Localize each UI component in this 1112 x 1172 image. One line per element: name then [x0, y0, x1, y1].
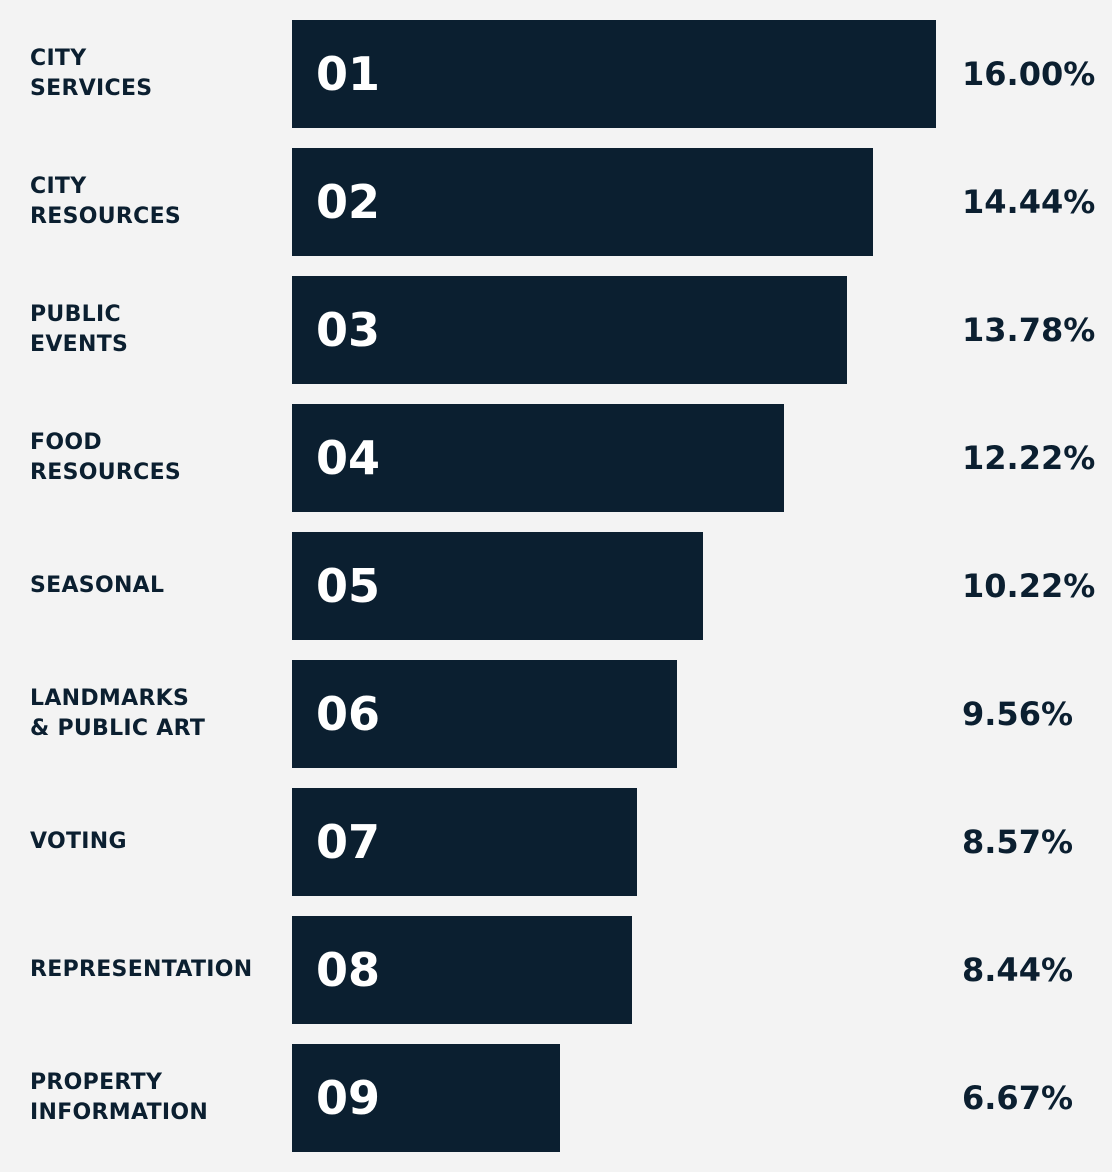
category-label: CITY SERVICES — [30, 20, 280, 128]
value-label: 10.22% — [962, 567, 1096, 605]
chart-row: FOOD RESOURCES 04 12.22% — [0, 404, 1112, 512]
category-label-line: CITY — [30, 46, 87, 71]
chart-row: CITY RESOURCES 02 14.44% — [0, 148, 1112, 256]
category-label-line: VOTING — [30, 829, 127, 854]
chart-row: VOTING 07 8.57% — [0, 788, 1112, 896]
category-label: FOOD RESOURCES — [30, 404, 280, 512]
category-label-line: SEASONAL — [30, 573, 165, 598]
category-label-line: PROPERTY — [30, 1070, 163, 1095]
value-label: 14.44% — [962, 183, 1096, 221]
category-label-line: INFORMATION — [30, 1100, 209, 1125]
category-label: REPRESENTATION — [30, 916, 280, 1024]
chart-row: SEASONAL 05 10.22% — [0, 532, 1112, 640]
value-label: 6.67% — [962, 1079, 1074, 1117]
bar-rank-label: 09 — [316, 1071, 381, 1125]
category-label-line: PUBLIC — [30, 302, 121, 327]
bar-rank-label: 03 — [316, 303, 381, 357]
bar: 05 — [292, 532, 703, 640]
value-label: 8.57% — [962, 823, 1074, 861]
chart-row: CITY SERVICES 01 16.00% — [0, 20, 1112, 128]
bar: 06 — [292, 660, 677, 768]
category-label-line: CITY — [30, 174, 87, 199]
category-label-line: RESOURCES — [30, 460, 182, 485]
value-label: 12.22% — [962, 439, 1096, 477]
bar-rank-label: 06 — [316, 687, 381, 741]
bar: 01 — [292, 20, 936, 128]
category-label-line: EVENTS — [30, 332, 129, 357]
category-label: CITY RESOURCES — [30, 148, 280, 256]
bar-rank-label: 05 — [316, 559, 381, 613]
chart-row: PROPERTY INFORMATION 09 6.67% — [0, 1044, 1112, 1152]
bar-rank-label: 08 — [316, 943, 381, 997]
bar: 02 — [292, 148, 873, 256]
value-label: 8.44% — [962, 951, 1074, 989]
category-label: PUBLIC EVENTS — [30, 276, 280, 384]
category-label-line: LANDMARKS — [30, 686, 190, 711]
bar: 04 — [292, 404, 784, 512]
value-label: 16.00% — [962, 55, 1096, 93]
category-label: PROPERTY INFORMATION — [30, 1044, 280, 1152]
category-label: VOTING — [30, 788, 280, 896]
category-label-line: REPRESENTATION — [30, 957, 253, 982]
bar-rank-label: 02 — [316, 175, 381, 229]
value-label: 13.78% — [962, 311, 1096, 349]
value-label: 9.56% — [962, 695, 1074, 733]
category-label-line: FOOD — [30, 430, 102, 455]
category-label-line: SERVICES — [30, 76, 153, 101]
bar: 09 — [292, 1044, 560, 1152]
chart-row: REPRESENTATION 08 8.44% — [0, 916, 1112, 1024]
chart-row: LANDMARKS & PUBLIC ART 06 9.56% — [0, 660, 1112, 768]
bar-rank-label: 07 — [316, 815, 381, 869]
bar-rank-label: 01 — [316, 47, 381, 101]
category-label: SEASONAL — [30, 532, 280, 640]
chart-row: PUBLIC EVENTS 03 13.78% — [0, 276, 1112, 384]
category-label-line: RESOURCES — [30, 204, 182, 229]
bar: 08 — [292, 916, 632, 1024]
bar-rank-label: 04 — [316, 431, 381, 485]
bar: 07 — [292, 788, 637, 896]
bar: 03 — [292, 276, 847, 384]
category-label-line: & PUBLIC ART — [30, 716, 206, 741]
category-label: LANDMARKS & PUBLIC ART — [30, 660, 280, 768]
